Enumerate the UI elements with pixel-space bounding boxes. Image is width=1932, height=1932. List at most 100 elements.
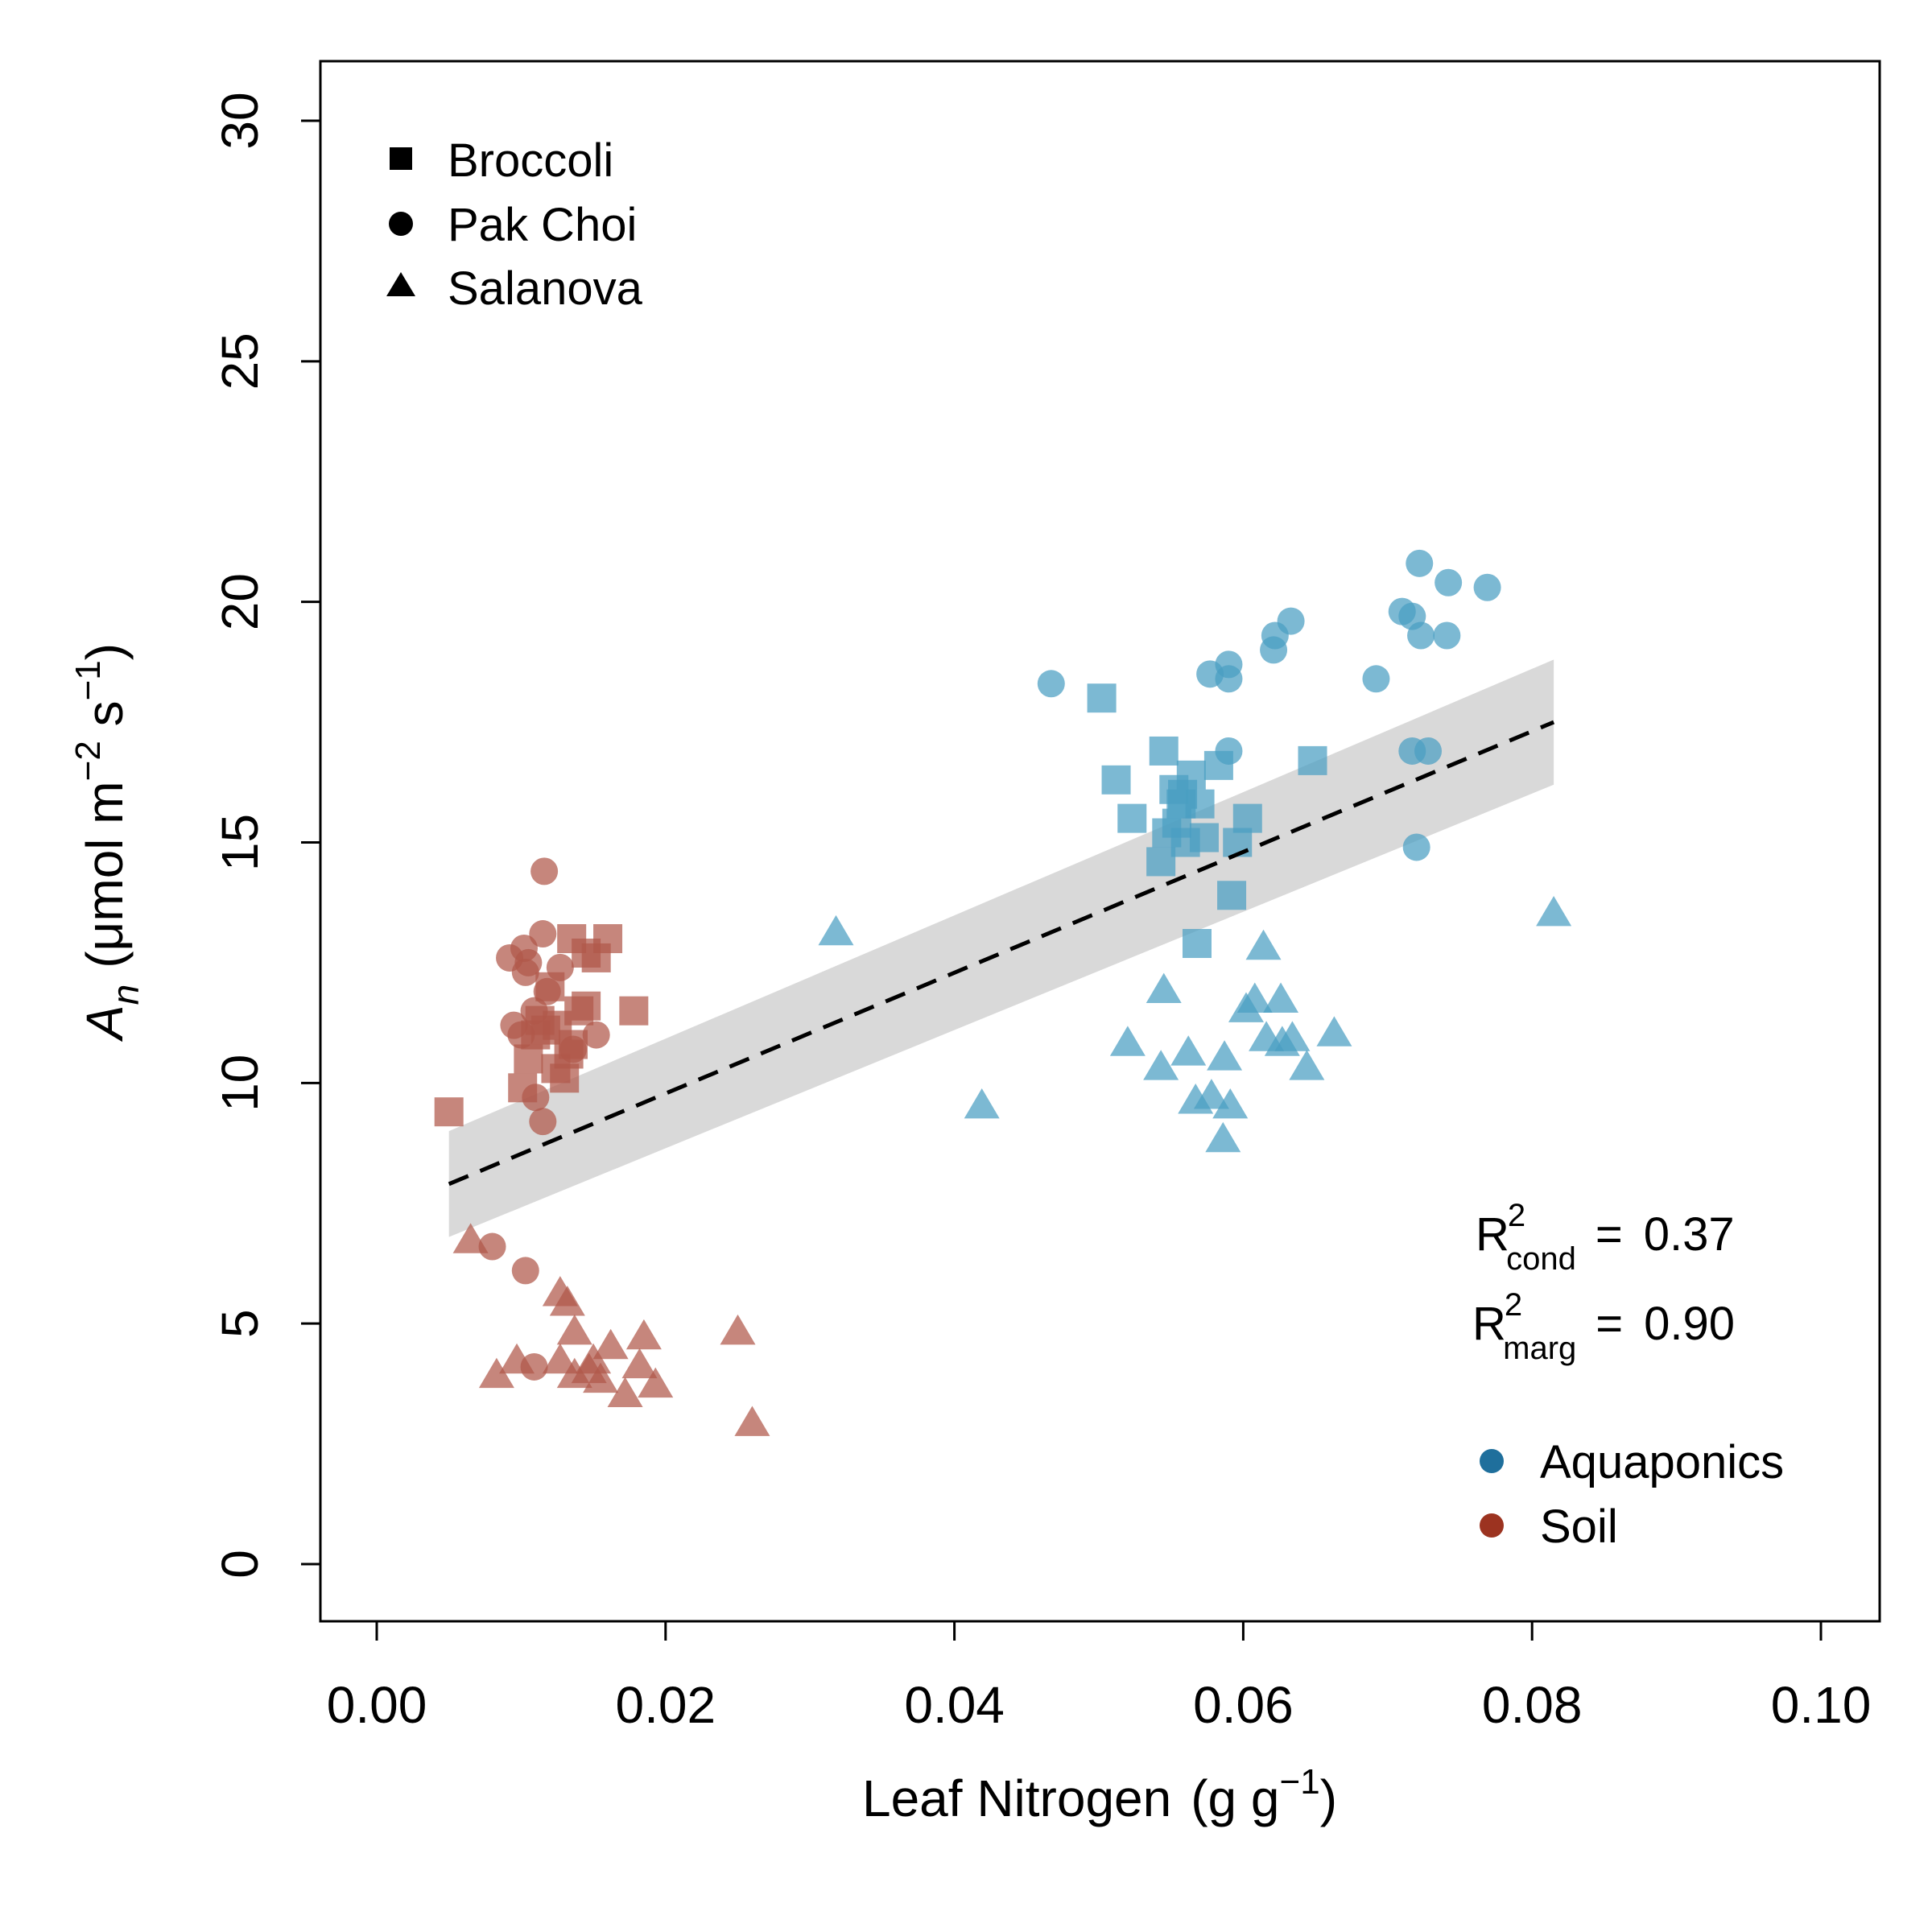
legend-triangle-marker: [386, 272, 415, 296]
aquaponics-broccoli-point: [1217, 881, 1247, 910]
aquaponics-salanova-point: [1170, 1035, 1207, 1066]
aquaponics-pak-choi-point: [1215, 665, 1243, 693]
soil-pak-choi-point: [511, 958, 539, 986]
soil-pak-choi-point: [520, 1352, 548, 1381]
aquaponics-salanova-point: [1193, 1079, 1229, 1109]
aquaponics-salanova-point: [1264, 1026, 1300, 1056]
confidence-ribbon: [448, 659, 1554, 1237]
legend-label-aquaponics: Aquaponics: [1540, 1436, 1784, 1488]
aquaponics-broccoli-point: [1101, 765, 1131, 795]
y-tick-label: 20: [211, 573, 269, 630]
soil-salanova-point: [542, 1343, 578, 1374]
aquaponics-broccoli-point: [1298, 745, 1327, 775]
aquaponics-salanova-point: [1236, 982, 1273, 1013]
soil-pak-choi-point: [511, 1257, 539, 1285]
soil-salanova-point: [734, 1406, 770, 1436]
aquaponics-salanova-point: [964, 1088, 1000, 1119]
aquaponics-pak-choi-point: [1277, 607, 1305, 635]
aquaponics-salanova-point: [1205, 1121, 1241, 1153]
aquaponics-broccoli-point: [1146, 847, 1176, 877]
soil-broccoli-point: [619, 996, 649, 1026]
soil-broccoli-point: [572, 991, 601, 1021]
soil-salanova-point: [452, 1223, 489, 1253]
legend-label-soil: Soil: [1540, 1501, 1618, 1553]
aquaponics-pak-choi-point: [1433, 621, 1461, 650]
soil-salanova-point: [549, 1286, 585, 1316]
aquaponics-salanova-point: [1146, 972, 1182, 1003]
soil-pak-choi-point: [533, 977, 561, 1005]
aquaponics-broccoli-point: [1182, 929, 1212, 959]
aquaponics-pak-choi-point: [1414, 737, 1443, 765]
aquaponics-salanova-point: [1289, 1050, 1325, 1080]
soil-pak-choi-point: [546, 953, 574, 981]
aquaponics-pak-choi-point: [1435, 568, 1463, 597]
fit-line-layer: [448, 720, 1555, 1187]
soil-salanova-point: [556, 1314, 592, 1345]
y-tick-label: 30: [211, 92, 269, 149]
soil-salanova-point: [592, 1328, 629, 1360]
r2-marg-text: R2 marg = 0.90: [1472, 1287, 1735, 1366]
y-tick-label: 0: [211, 1550, 269, 1579]
legend-label-broccoli: Broccoli: [448, 134, 613, 187]
aquaponics-salanova-point: [1263, 982, 1299, 1013]
x-tick-label: 0.00: [327, 1676, 427, 1734]
aquaponics-broccoli-point: [1176, 760, 1206, 790]
aquaponics-broccoli-point: [1189, 823, 1219, 852]
fit-line: [448, 720, 1555, 1187]
aquaponics-broccoli-point: [1087, 683, 1117, 713]
x-tick-label: 0.04: [904, 1676, 1005, 1734]
soil-pak-choi-point: [520, 997, 548, 1025]
legend-aquaponics-dot: [1480, 1449, 1504, 1473]
aquaponics-broccoli-point: [1117, 803, 1147, 833]
aquaponics-pak-choi-point: [1406, 549, 1434, 577]
aquaponics-pak-choi-point: [1215, 737, 1243, 765]
aquaponics-pak-choi-point: [1473, 573, 1501, 601]
y-tick-label: 25: [211, 332, 269, 390]
confidence-ribbon-layer: [448, 659, 1554, 1237]
data-points-layer: [434, 549, 1572, 1436]
soil-salanova-point: [720, 1314, 756, 1345]
soil-broccoli-point: [434, 1097, 464, 1127]
soil-pak-choi-point: [529, 920, 557, 948]
aquaponics-pak-choi-point: [1260, 636, 1288, 664]
shape-legend: Broccoli Pak Choi Salanova: [386, 134, 643, 315]
legend-label-pak-choi: Pak Choi: [448, 199, 637, 251]
soil-pak-choi-point: [530, 857, 559, 886]
aquaponics-pak-choi-point: [1407, 621, 1435, 650]
soil-pak-choi-point: [522, 1084, 550, 1112]
color-legend: Aquaponics Soil: [1480, 1436, 1784, 1553]
x-tick-label: 0.02: [616, 1676, 716, 1734]
y-tick-label: 5: [211, 1309, 269, 1338]
soil-salanova-point: [638, 1367, 674, 1398]
soil-salanova-point: [478, 1357, 514, 1389]
aquaponics-broccoli-point: [1166, 789, 1196, 819]
soil-pak-choi-point: [478, 1232, 506, 1261]
aquaponics-salanova-point: [1143, 1050, 1179, 1080]
aquaponics-pak-choi-point: [1362, 665, 1390, 693]
x-axis: 0.00 0.02 0.04 0.06 0.08 0.10: [327, 1620, 1872, 1734]
aquaponics-broccoli-point: [1149, 736, 1179, 766]
soil-salanova-point: [625, 1319, 662, 1350]
aquaponics-salanova-point: [1245, 929, 1282, 960]
r-squared-stats: R2 cond = 0.37 R2 marg = 0.90: [1472, 1198, 1735, 1366]
soil-pak-choi-point: [582, 1021, 610, 1049]
aquaponics-salanova-point: [1109, 1026, 1146, 1056]
aquaponics-salanova-point: [1212, 1088, 1249, 1119]
aquaponics-salanova-point: [818, 914, 854, 946]
soil-pak-choi-point: [559, 1035, 587, 1063]
soil-broccoli-point: [593, 924, 623, 954]
legend-square-marker: [390, 147, 412, 170]
soil-pak-choi-point: [529, 1108, 557, 1136]
aquaponics-pak-choi-point: [1402, 833, 1430, 861]
x-tick-label: 0.10: [1771, 1676, 1872, 1734]
y-axis: 0 5 10 15 20 25 30: [211, 92, 322, 1579]
soil-pak-choi-point: [500, 1011, 528, 1039]
y-axis-label: An(μmol m−2 s−1): [68, 643, 147, 1042]
soil-salanova-point: [583, 1362, 619, 1393]
x-axis-label: Leaf Nitrogen (g g−1): [862, 1762, 1337, 1827]
y-tick-label: 10: [211, 1055, 269, 1112]
aquaponics-salanova-point: [1536, 895, 1572, 927]
aquaponics-salanova-point: [1316, 1016, 1352, 1046]
legend-circle-marker: [389, 212, 413, 236]
